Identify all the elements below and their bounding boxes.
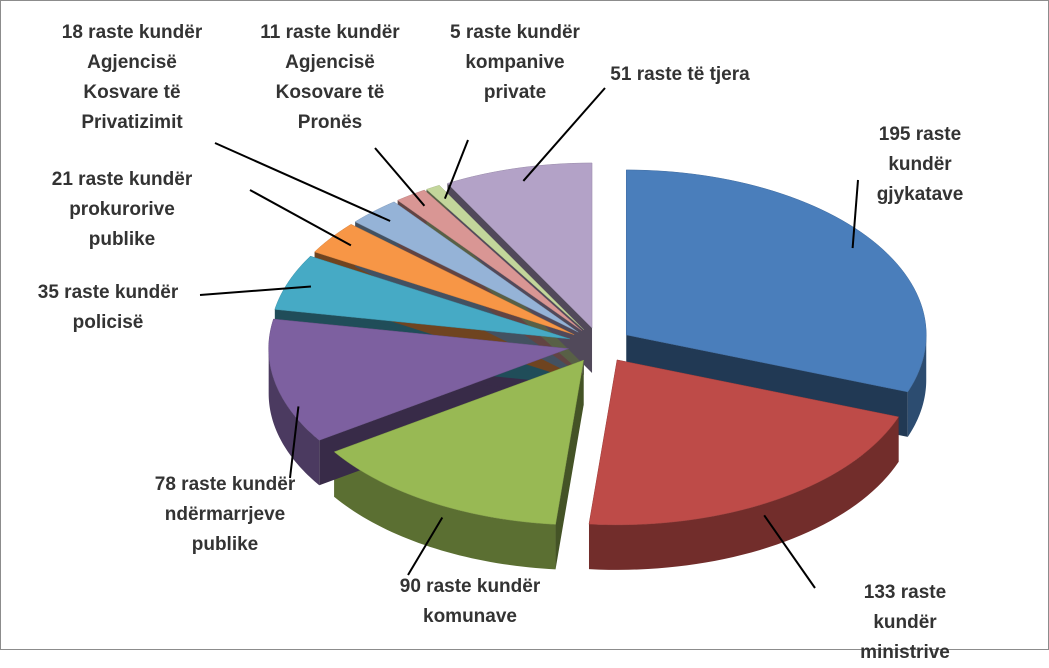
data-label: 78 raste kundër ndërmarrjeve publike bbox=[154, 474, 296, 555]
leader-line bbox=[522, 87, 606, 182]
slice-tops bbox=[268, 162, 927, 526]
data-label: 90 raste kundër komunave bbox=[399, 576, 541, 627]
slice bbox=[333, 359, 584, 525]
data-label: 51 raste të tjera bbox=[610, 64, 750, 85]
data-label: 35 raste kundër policisë bbox=[37, 282, 179, 333]
slice bbox=[425, 184, 585, 330]
data-label: 18 raste kundër Agjencisë Kosvare të Pri… bbox=[61, 22, 203, 133]
leader-line bbox=[289, 406, 300, 479]
slice bbox=[446, 162, 593, 329]
slice bbox=[274, 255, 571, 340]
slice-side bbox=[588, 416, 899, 570]
leader-line bbox=[407, 516, 444, 576]
slice bbox=[314, 224, 575, 335]
leader-line bbox=[214, 142, 391, 222]
slice-side bbox=[334, 451, 556, 570]
chart bbox=[199, 87, 927, 589]
leader-line bbox=[443, 139, 469, 200]
leader-line bbox=[763, 514, 816, 589]
slice-radial-face bbox=[555, 360, 584, 570]
slice bbox=[354, 201, 579, 333]
leader-line bbox=[374, 147, 426, 207]
slice-side bbox=[268, 348, 320, 486]
leader-line bbox=[249, 189, 352, 247]
leader-line bbox=[851, 179, 859, 249]
data-label: 21 raste kundër prokurorive publike bbox=[51, 169, 193, 250]
data-label: 195 raste kundër gjykatave bbox=[876, 124, 964, 205]
data-label: 11 raste kundër Agjencisë Kosovare të Pr… bbox=[260, 22, 400, 133]
slice bbox=[268, 318, 569, 441]
slice bbox=[397, 189, 582, 331]
slice bbox=[588, 359, 900, 526]
data-label: 5 raste kundër kompanive private bbox=[450, 22, 580, 103]
slice bbox=[625, 169, 927, 393]
data-label: 133 raste kundër ministrive bbox=[860, 582, 950, 663]
leader-line bbox=[199, 285, 312, 296]
leader-lines bbox=[199, 87, 859, 589]
slice-side bbox=[907, 334, 927, 437]
